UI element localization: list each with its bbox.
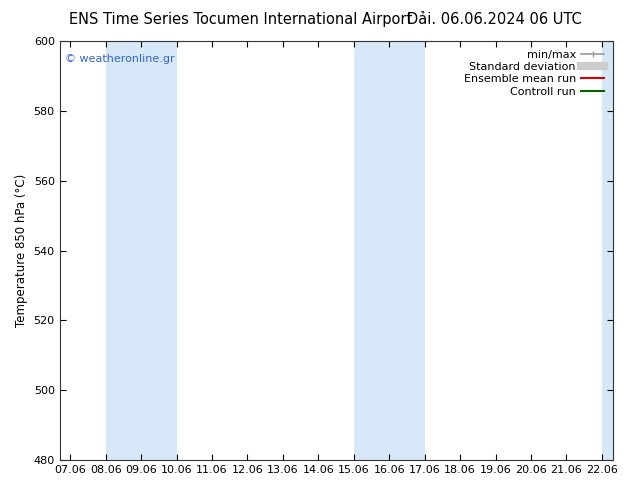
- Text: © weatheronline.gr: © weatheronline.gr: [65, 53, 175, 64]
- Legend: min/max, Standard deviation, Ensemble mean run, Controll run: min/max, Standard deviation, Ensemble me…: [460, 47, 607, 100]
- Y-axis label: Temperature 850 hPa (°C): Temperature 850 hPa (°C): [15, 174, 28, 327]
- Bar: [106, 41, 177, 460]
- Text: ENS Time Series Tocumen International Airport: ENS Time Series Tocumen International Ai…: [69, 12, 413, 27]
- Bar: [354, 41, 425, 460]
- Bar: [602, 41, 619, 460]
- Text: Dải. 06.06.2024 06 UTC: Dải. 06.06.2024 06 UTC: [407, 12, 582, 27]
